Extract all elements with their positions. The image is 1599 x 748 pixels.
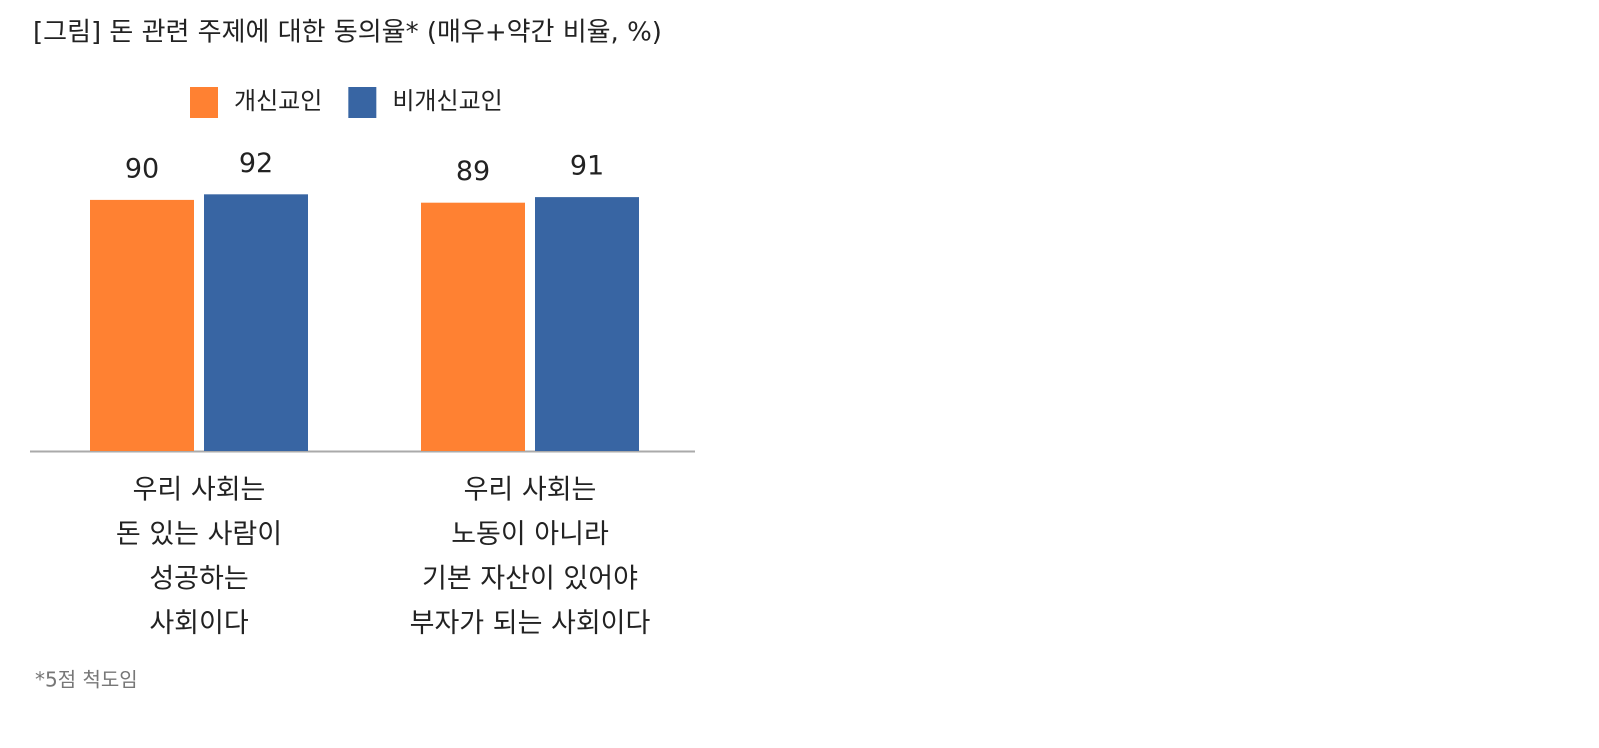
value-label: 89 (456, 156, 490, 187)
value-label: 91 (570, 151, 604, 182)
bar (204, 194, 308, 451)
x-tick-label: 노동이 아니라 (451, 519, 609, 550)
x-tick-label: 우리 사회는 (464, 475, 597, 506)
legend-swatch (190, 87, 218, 118)
x-tick-label: 성공하는 (149, 564, 248, 595)
chart-title: [그림] 돈 관련 주제에 대한 동의율* (매우+약간 비율, %) (33, 18, 662, 48)
footnote: *5점 척도임 (35, 668, 138, 692)
x-tick-label: 사회이다 (149, 608, 249, 639)
legend-swatch (348, 87, 377, 118)
bar (90, 199, 194, 451)
x-tick-label: 기본 자산이 있어야 (422, 564, 638, 595)
legend-label: 개신교인 (234, 87, 322, 115)
legend-label: 비개신교인 (392, 87, 502, 115)
bar (535, 197, 639, 451)
value-label: 90 (125, 153, 159, 184)
x-tick-label: 돈 있는 사람이 (116, 519, 282, 550)
value-label: 92 (239, 148, 273, 179)
x-tick-label: 부자가 되는 사회이다 (410, 608, 651, 639)
x-tick-label: 우리 사회는 (133, 475, 266, 506)
bar (421, 202, 525, 451)
